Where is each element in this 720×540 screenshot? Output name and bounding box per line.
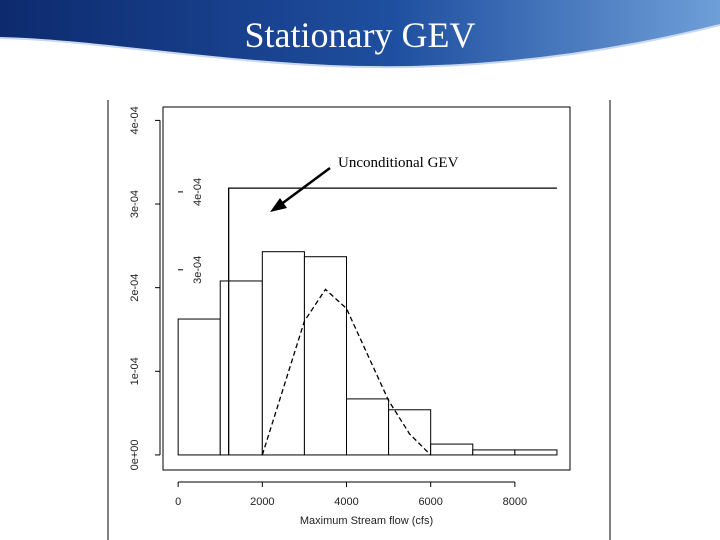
arrow-head bbox=[270, 198, 287, 212]
y2-tick-label: 4e-04 bbox=[192, 178, 204, 206]
bar bbox=[177, 318, 221, 456]
bar bbox=[388, 409, 432, 456]
y-tick-label: 1e-04 bbox=[129, 357, 141, 385]
x-tick-label: 8000 bbox=[503, 496, 527, 508]
annotation-arrow bbox=[275, 166, 331, 210]
y-tick-label: 3e-04 bbox=[129, 190, 141, 218]
slide-title: Stationary GEV bbox=[245, 15, 476, 55]
bar bbox=[303, 256, 348, 456]
y-tick-label: 2e-04 bbox=[129, 274, 141, 302]
header-swoosh bbox=[0, 24, 720, 69]
x-tick-label: 2000 bbox=[250, 496, 274, 508]
x-axis-label: Maximum Stream flow (cfs) bbox=[300, 515, 433, 527]
bar bbox=[219, 280, 263, 456]
bar bbox=[472, 449, 516, 456]
header-band bbox=[0, 0, 720, 68]
bar bbox=[346, 398, 390, 456]
bar bbox=[430, 443, 474, 456]
unconditional-line bbox=[228, 187, 557, 455]
annotation: Unconditional GEV bbox=[338, 155, 459, 171]
bar bbox=[261, 251, 305, 456]
bar bbox=[514, 449, 558, 456]
y-tick-label: 4e-04 bbox=[129, 106, 141, 134]
plot-box bbox=[162, 106, 571, 471]
y2-tick-label: 3e-04 bbox=[192, 256, 204, 284]
x-tick-label: 4000 bbox=[334, 496, 358, 508]
chart: 0 2000 4000 6000 8000 Maximum Stream flow (cf… bbox=[129, 106, 558, 527]
y-tick-label: 0e+00 bbox=[129, 439, 141, 470]
x-tick-label: 0 bbox=[175, 496, 181, 508]
x-tick-label: 6000 bbox=[418, 496, 442, 508]
